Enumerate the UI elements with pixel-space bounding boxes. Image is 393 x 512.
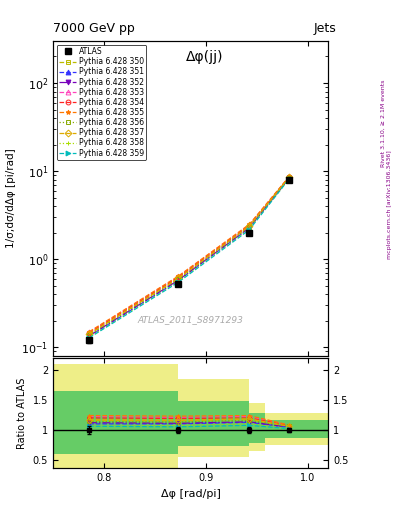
Pythia 6.428 355 [176,273,180,280]
Pythia 6.428 358 [247,226,252,232]
Pythia 6.428 351 [287,175,292,181]
Line: Pythia 6.428 350: Pythia 6.428 350 [87,175,292,337]
Pythia 6.428 350 [87,331,92,337]
Pythia 6.428 356 [87,332,92,338]
Line: Pythia 6.428 352: Pythia 6.428 352 [87,176,292,338]
Pythia 6.428 353 [247,222,252,228]
Text: Rivet 3.1.10, ≥ 2.1M events: Rivet 3.1.10, ≥ 2.1M events [381,79,386,166]
Pythia 6.428 356 [247,224,252,230]
Pythia 6.428 356 [287,175,292,181]
Pythia 6.428 352 [247,225,252,231]
Legend: ATLAS, Pythia 6.428 350, Pythia 6.428 351, Pythia 6.428 352, Pythia 6.428 353, P: ATLAS, Pythia 6.428 350, Pythia 6.428 35… [57,45,147,160]
Text: Δφ(jj): Δφ(jj) [185,50,223,65]
Pythia 6.428 357 [247,223,252,229]
Line: Pythia 6.428 357: Pythia 6.428 357 [87,175,292,336]
Text: mcplots.cern.ch [arXiv:1306.3436]: mcplots.cern.ch [arXiv:1306.3436] [387,151,391,259]
Bar [178,401,249,446]
Pythia 6.428 350 [176,275,180,282]
Line: Pythia 6.428 356: Pythia 6.428 356 [87,175,292,337]
Bar [249,403,265,451]
Pythia 6.428 354 [287,174,292,180]
Bar [53,365,178,468]
Pythia 6.428 351 [176,278,180,284]
Pythia 6.428 350 [287,174,292,180]
Pythia 6.428 353 [87,329,92,335]
Pythia 6.428 355 [87,329,92,335]
Pythia 6.428 354 [87,330,92,336]
Pythia 6.428 359 [87,335,92,341]
Pythia 6.428 350 [247,223,252,229]
Pythia 6.428 359 [247,227,252,233]
Bar [178,379,249,457]
Text: ATLAS_2011_S8971293: ATLAS_2011_S8971293 [138,315,244,325]
Pythia 6.428 351 [87,333,92,339]
Pythia 6.428 355 [287,174,292,180]
Line: Pythia 6.428 354: Pythia 6.428 354 [87,175,292,335]
Pythia 6.428 352 [176,278,180,284]
Line: Pythia 6.428 359: Pythia 6.428 359 [87,177,292,340]
Y-axis label: Ratio to ATLAS: Ratio to ATLAS [17,378,27,449]
Pythia 6.428 358 [87,334,92,340]
Pythia 6.428 351 [247,225,252,231]
Pythia 6.428 356 [176,276,180,283]
Pythia 6.428 354 [176,274,180,281]
Text: Jets: Jets [313,22,336,35]
Line: Pythia 6.428 358: Pythia 6.428 358 [87,176,292,339]
Bar [249,413,265,443]
Bar [53,391,178,454]
Pythia 6.428 352 [287,175,292,181]
Bar [265,420,328,438]
Pythia 6.428 357 [87,331,92,337]
Pythia 6.428 359 [176,280,180,286]
Pythia 6.428 355 [247,221,252,227]
Line: Pythia 6.428 351: Pythia 6.428 351 [87,176,292,339]
Line: Pythia 6.428 353: Pythia 6.428 353 [87,175,292,335]
Pythia 6.428 357 [176,275,180,282]
Pythia 6.428 352 [87,333,92,339]
Pythia 6.428 354 [247,223,252,229]
Y-axis label: 1/σ;dσ/dΔφ [pi/rad]: 1/σ;dσ/dΔφ [pi/rad] [6,148,16,248]
Pythia 6.428 358 [287,176,292,182]
Pythia 6.428 353 [176,274,180,280]
Text: 7000 GeV pp: 7000 GeV pp [53,22,135,35]
Pythia 6.428 359 [287,176,292,182]
Pythia 6.428 357 [287,174,292,180]
X-axis label: Δφ [rad/pi]: Δφ [rad/pi] [161,489,220,499]
Line: Pythia 6.428 355: Pythia 6.428 355 [87,174,292,334]
Bar [265,413,328,445]
Pythia 6.428 353 [287,174,292,180]
Pythia 6.428 358 [176,279,180,285]
